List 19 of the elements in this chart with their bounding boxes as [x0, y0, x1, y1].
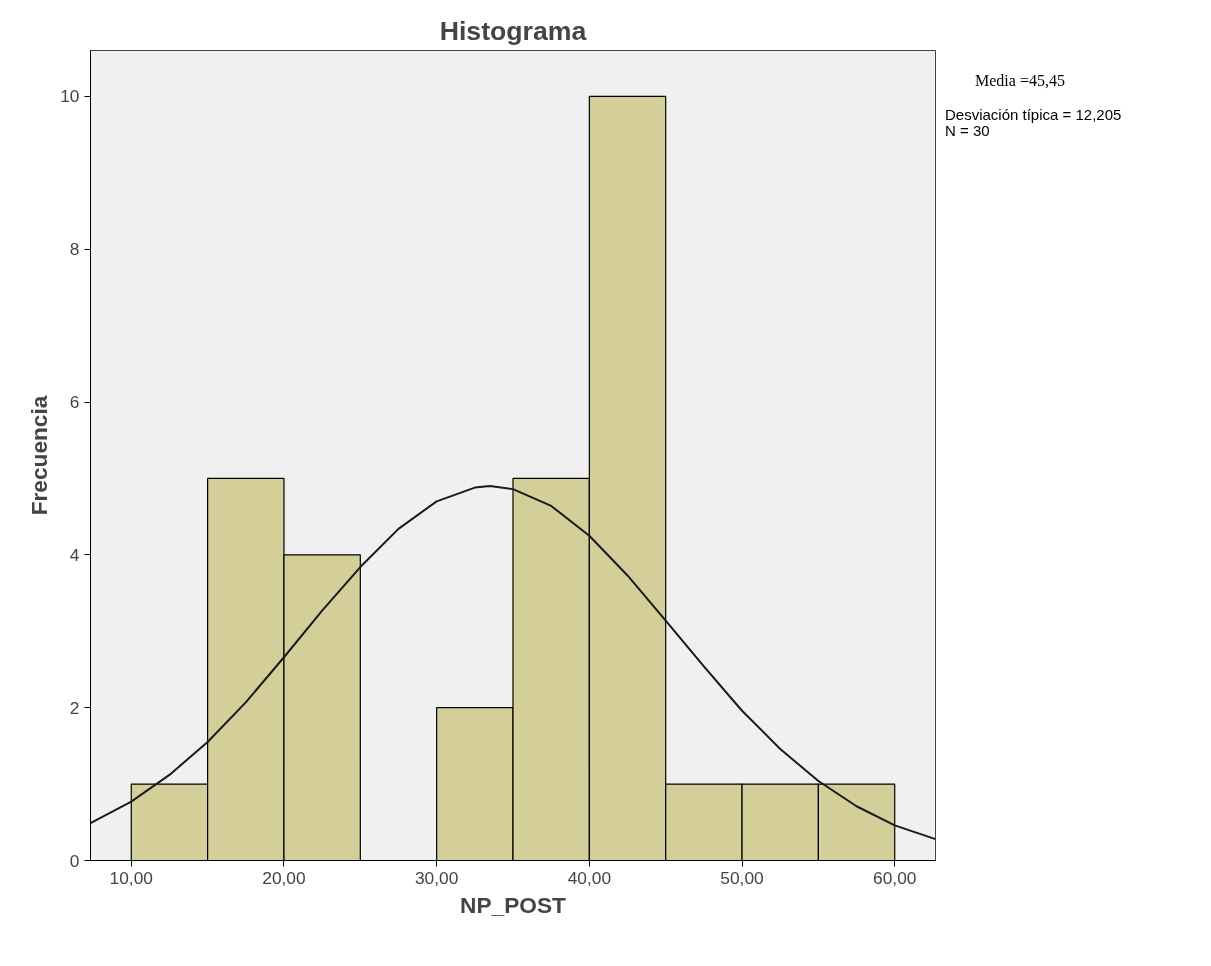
x-tick-label: 50,00 — [720, 867, 764, 888]
text: Desviación típica = 12,205 — [945, 105, 1122, 123]
line-series — [90, 485, 936, 841]
y-axis-title: Frecuencia — [26, 395, 53, 516]
x-tick-label: 30,00 — [414, 867, 459, 888]
y-tick-label: 0 — [69, 850, 80, 871]
y-tick-label: 4 — [69, 544, 80, 565]
x-tick-label: 20,00 — [262, 867, 306, 888]
text: N = 30 — [945, 121, 991, 139]
text: Media =45,45 — [975, 71, 1066, 91]
y-tick-label: 10 — [60, 86, 80, 107]
chart-title: Histograma — [439, 15, 587, 46]
y-tick-label: 8 — [69, 239, 80, 260]
x-axis-title: NP_POST — [460, 891, 567, 918]
x-tick-label: 60,00 — [873, 867, 917, 888]
x-tick-label: 10,00 — [109, 867, 153, 888]
x-tick-label: 40,00 — [567, 867, 612, 888]
y-tick-label: 2 — [69, 697, 80, 718]
y-tick-label: 6 — [69, 392, 80, 413]
